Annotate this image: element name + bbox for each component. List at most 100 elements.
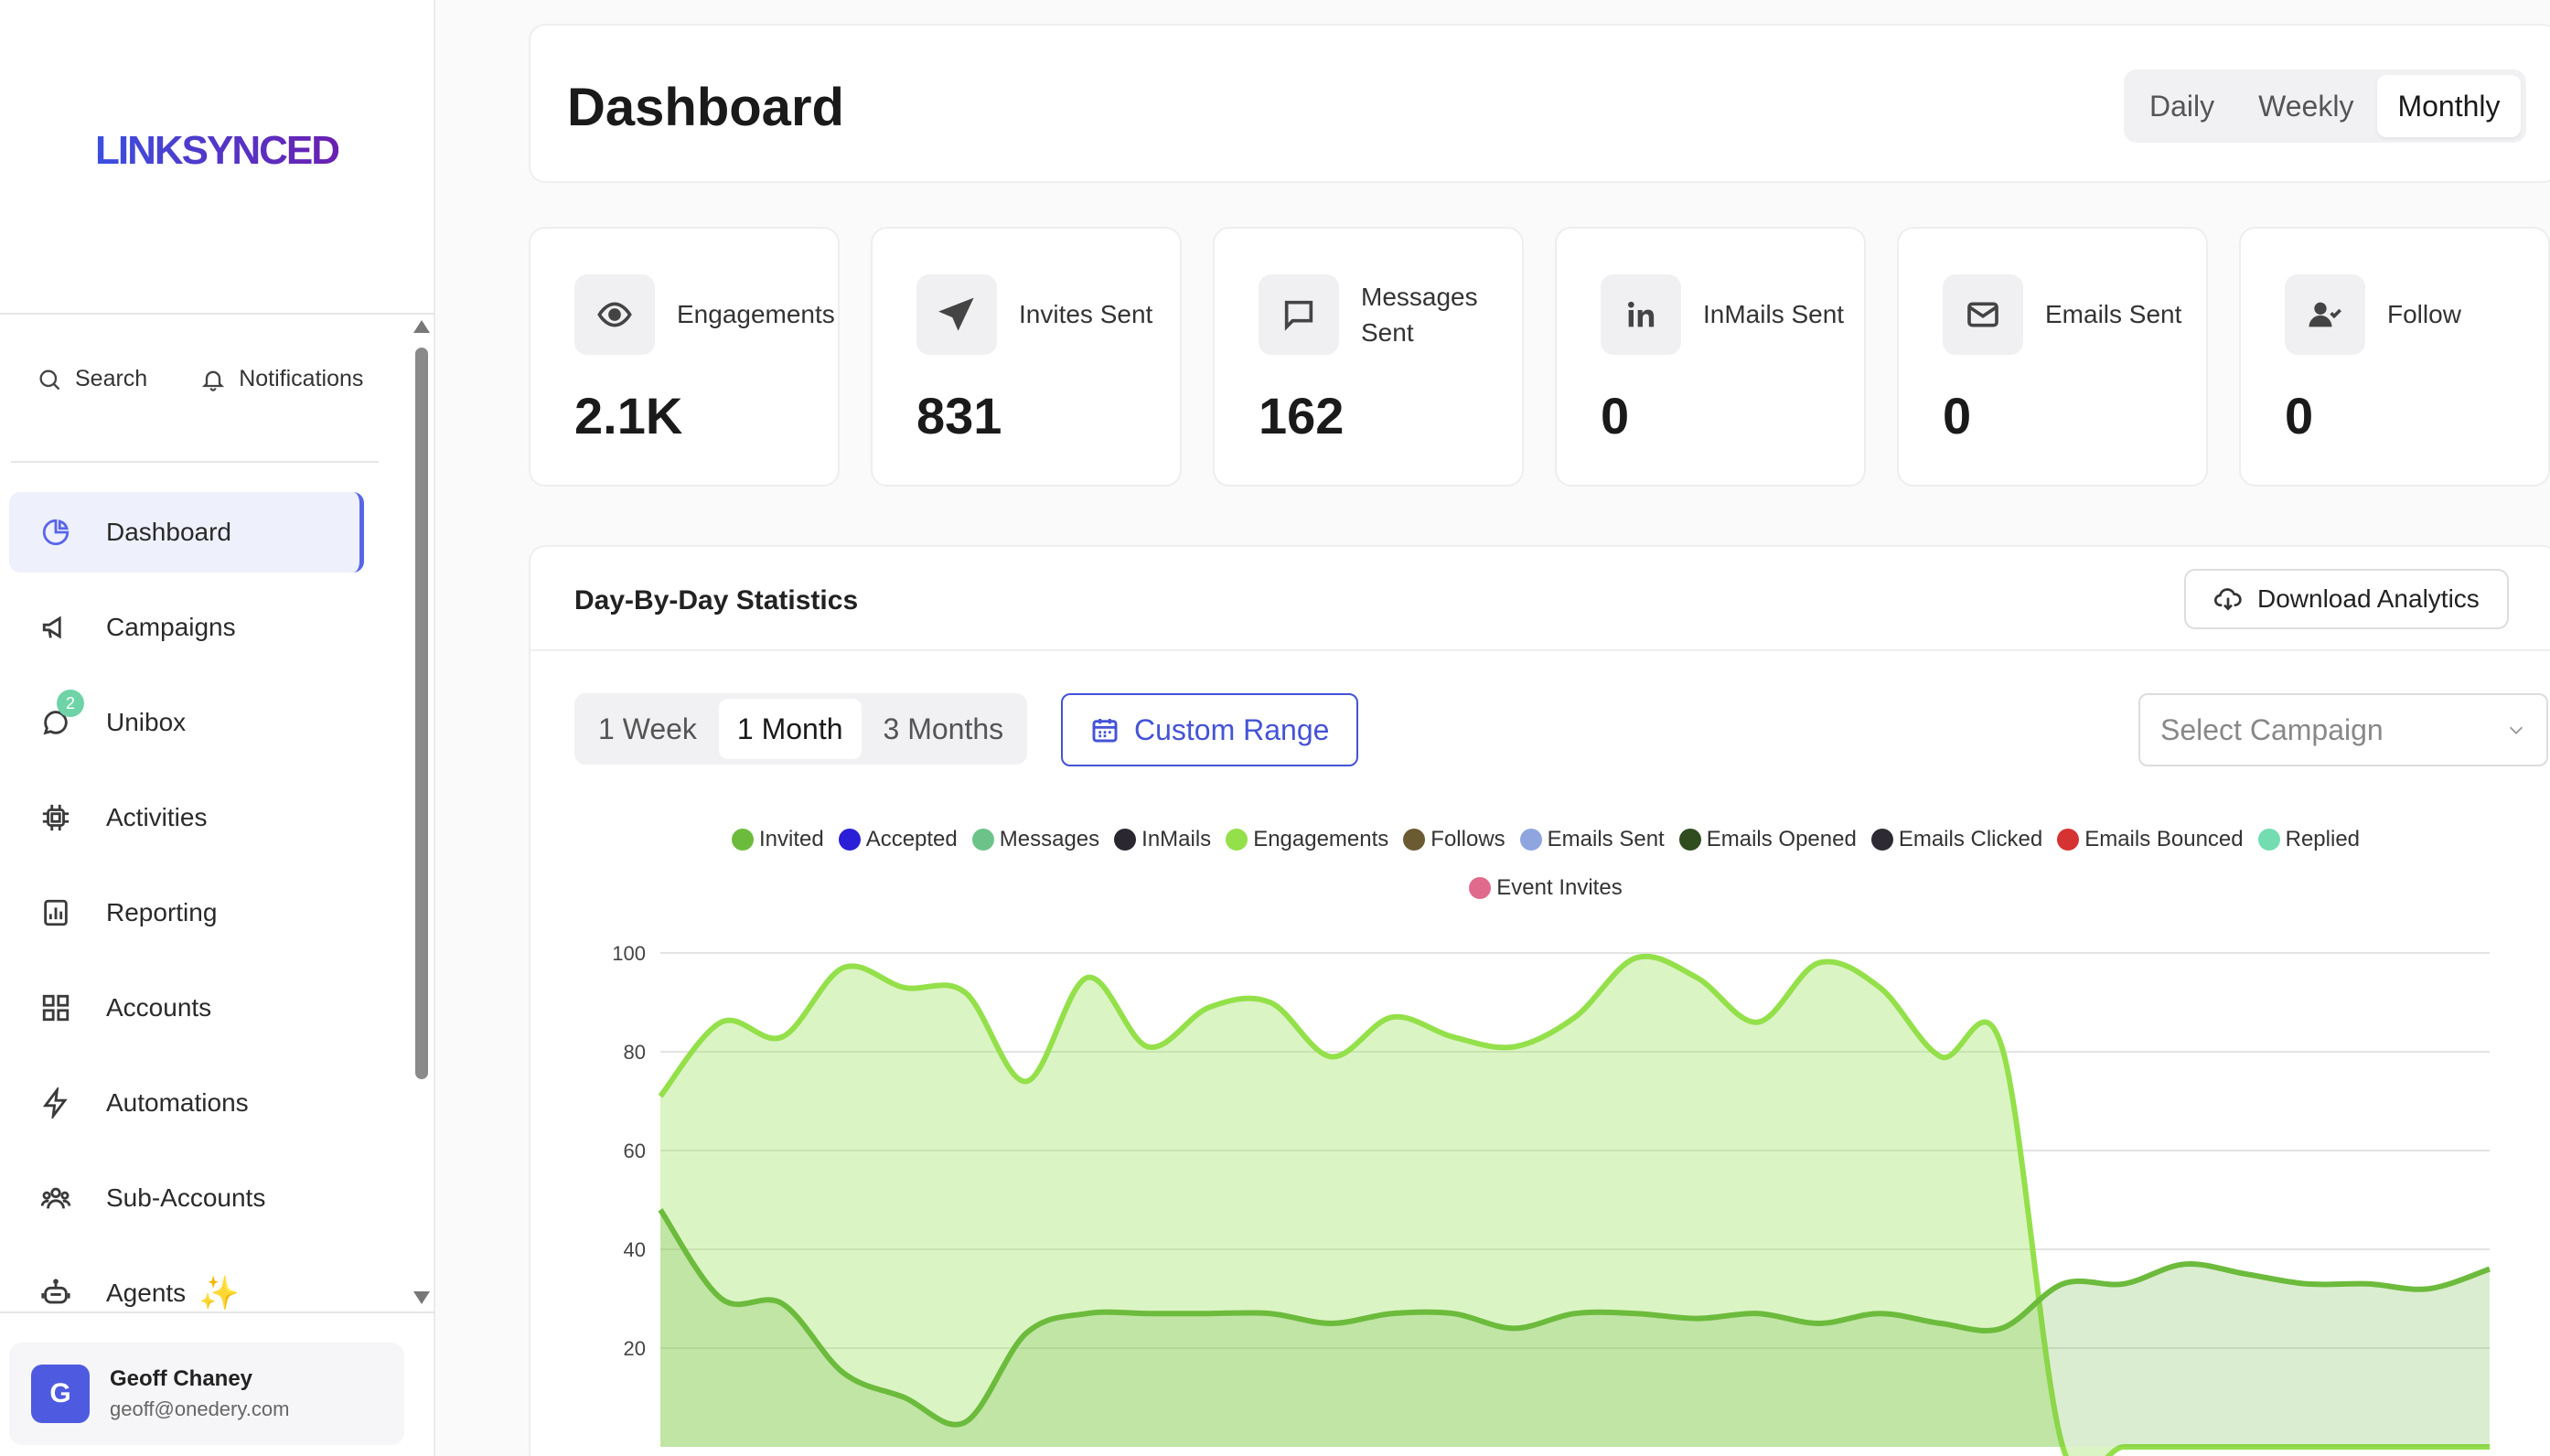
legend-label: Accepted — [865, 827, 958, 851]
download-label: Download Analytics — [2257, 584, 2480, 613]
legend-label: Emails Clicked — [1898, 827, 2043, 851]
chevron-down-icon — [2509, 726, 2523, 734]
stat-label: Emails Sent — [2045, 300, 2182, 329]
download-analytics-button[interactable]: Download Analytics — [2184, 569, 2509, 629]
legend-item[interactable]: Emails Sent — [1519, 818, 1665, 862]
legend-dot — [1403, 829, 1426, 851]
tab-3-months[interactable]: 3 Months — [883, 712, 1004, 745]
stat-icon-box — [574, 274, 655, 355]
cpu-icon — [42, 804, 70, 831]
legend-item[interactable]: Emails Bounced — [2057, 818, 2244, 862]
sidebar: LINKSYNCED Search Notifications Dashboar… — [0, 0, 435, 1456]
unread-badge: 2 — [57, 690, 84, 717]
bolt-icon — [42, 1087, 68, 1119]
sidebar-item-label: Activities — [106, 803, 208, 831]
user-profile-card[interactable]: G Geoff Chaney geoff@onedery.com — [9, 1343, 404, 1445]
stat-value: 0 — [1601, 387, 1630, 444]
tab-monthly[interactable]: Monthly — [2377, 75, 2521, 137]
user-info: Geoff Chaney geoff@onedery.com — [110, 1366, 289, 1421]
tab-1-week[interactable]: 1 Week — [598, 712, 697, 745]
sidebar-item-label: Sub-Accounts — [106, 1183, 266, 1212]
mail-icon — [1967, 302, 1998, 327]
series-line-engagements[interactable] — [658, 953, 2490, 1456]
sidebar-scrollbar[interactable] — [415, 348, 428, 1079]
legend-item[interactable]: Invited — [731, 818, 824, 862]
search-icon — [39, 369, 60, 390]
sidebar-item-label: Reporting — [106, 898, 218, 926]
legend-item[interactable]: Accepted — [838, 818, 958, 862]
sidebar-item-agents[interactable]: Agents ✨ — [9, 1253, 364, 1333]
stat-card-follow: Follow 0 — [2239, 227, 2550, 487]
chat-icon — [43, 711, 68, 735]
legend-label: Messages — [999, 827, 1100, 851]
legend-label: Emails Bounced — [2084, 827, 2244, 851]
legend-dot — [838, 829, 861, 851]
scroll-down-arrow[interactable] — [413, 1291, 430, 1304]
bell-icon — [202, 370, 225, 391]
y-tick-label: 60 — [624, 1140, 646, 1162]
legend-item[interactable]: Replied — [2257, 818, 2360, 862]
notifications-button[interactable]: Notifications — [200, 366, 363, 392]
legend-item[interactable]: Emails Clicked — [1870, 818, 2043, 862]
page-title: Dashboard — [567, 78, 844, 137]
stat-label: Engagements — [677, 300, 835, 329]
legend-item[interactable]: Follows — [1403, 818, 1505, 862]
sidebar-item-reporting[interactable]: Reporting — [9, 873, 364, 953]
legend-item[interactable]: Engagements — [1226, 818, 1388, 862]
legend-label: Invited — [758, 827, 824, 851]
legend-item[interactable]: Messages — [971, 818, 1100, 862]
sidebar-item-label: Unibox — [106, 708, 187, 736]
linkedin-icon — [1628, 301, 1655, 327]
line-area-chart: 20 40 60 80 100 — [612, 942, 2491, 1456]
sidebar-item-sub-accounts[interactable]: Sub-Accounts — [9, 1158, 364, 1238]
legend-item[interactable]: Emails Opened — [1678, 818, 1857, 862]
sidebar-item-unibox[interactable]: 2 Unibox — [9, 682, 364, 763]
sidebar-item-automations[interactable]: Automations — [9, 1063, 364, 1143]
legend-dot — [2057, 829, 2080, 851]
series-area-invited — [660, 1209, 2490, 1447]
stat-icon-box — [916, 274, 997, 355]
tab-daily[interactable]: Daily — [2149, 89, 2215, 123]
stat-value: 162 — [1259, 387, 1345, 444]
utility-row: Search Notifications — [37, 366, 363, 392]
sidebar-item-accounts[interactable]: Accounts — [9, 968, 364, 1048]
scroll-up-arrow[interactable] — [413, 320, 430, 333]
divider — [0, 1311, 435, 1313]
stat-value: 831 — [916, 387, 1002, 444]
series-line-invited[interactable] — [658, 1208, 2491, 1428]
sidebar-item-dashboard[interactable]: Dashboard — [9, 492, 364, 573]
section-title: Day-By-Day Statistics — [574, 585, 859, 616]
campaign-select[interactable]: Select Campaign — [2138, 693, 2548, 766]
notifications-label: Notifications — [239, 366, 364, 391]
tab-1-month[interactable]: 1 Month — [718, 699, 862, 759]
legend-label: Follows — [1430, 827, 1505, 851]
eye-icon — [597, 302, 632, 327]
legend-label: Emails Sent — [1547, 827, 1665, 851]
search-button[interactable]: Search — [37, 366, 147, 392]
stat-label: Messages Sent — [1361, 282, 1478, 347]
custom-range-label: Custom Range — [1134, 712, 1330, 746]
brand-logo[interactable]: LINKSYNCED — [95, 128, 340, 173]
pie-chart-icon — [42, 519, 70, 546]
stat-card-messages-sent: Messages Sent 162 — [1213, 227, 1524, 487]
custom-range-button[interactable]: Custom Range — [1061, 693, 1359, 766]
tab-weekly[interactable]: Weekly — [2258, 89, 2354, 123]
legend-dot — [731, 829, 754, 851]
y-tick-label: 20 — [624, 1337, 646, 1360]
legend-item[interactable]: InMails — [1114, 818, 1211, 862]
divider — [530, 649, 2550, 651]
legend-item[interactable]: Event Invites — [1469, 866, 1623, 910]
legend-dot — [1114, 829, 1137, 851]
legend-dot — [1678, 829, 1701, 851]
sidebar-item-activities[interactable]: Activities — [9, 777, 364, 858]
header-card: Dashboard Daily Weekly Monthly — [529, 24, 2550, 183]
stat-label: Follow — [2387, 300, 2461, 329]
megaphone-icon — [42, 616, 61, 639]
legend-dot — [1519, 829, 1542, 851]
calendar-icon — [1092, 719, 1118, 743]
stat-value: 0 — [1943, 387, 1972, 444]
sidebar-nav: Dashboard Campaigns 2 Unibox Activities … — [9, 492, 364, 1348]
stat-value: 0 — [2285, 387, 2314, 444]
divider — [0, 313, 435, 315]
sidebar-item-campaigns[interactable]: Campaigns — [9, 587, 364, 668]
